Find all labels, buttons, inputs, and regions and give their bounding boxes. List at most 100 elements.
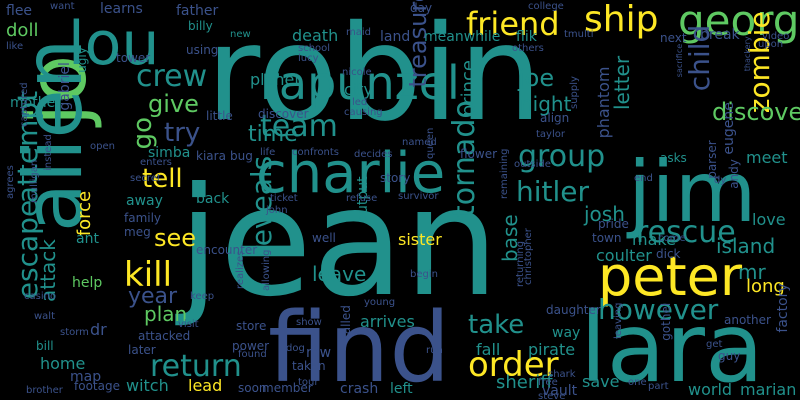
word-little: little: [206, 109, 233, 123]
word-led: led: [352, 97, 368, 108]
word-mother: mother: [10, 95, 61, 111]
word-world: world: [688, 380, 733, 399]
word-ticket: ticket: [270, 193, 298, 204]
word-flee: flee: [6, 3, 33, 19]
word-upon: upon: [758, 39, 784, 50]
word-power: power: [232, 339, 270, 353]
word-lucy: lucy: [298, 53, 319, 64]
word-bill: bill: [36, 339, 54, 353]
word-gabriel: gabriel: [57, 62, 73, 111]
word-pride: pride: [598, 217, 629, 231]
word-dr: dr: [90, 320, 107, 339]
word-mw: mw: [306, 345, 332, 361]
word-school: school: [298, 43, 331, 54]
word-find: find: [268, 292, 451, 400]
word-gothel: gothel: [659, 302, 673, 341]
word-casino: casino: [24, 291, 57, 302]
word-group: group: [518, 139, 606, 174]
word-thackery: thackery: [743, 36, 752, 72]
word-meg: meg: [124, 225, 151, 239]
word-young: young: [364, 297, 396, 308]
word-rapunzel: rapunzel: [260, 56, 460, 110]
word-confronts: confronts: [292, 147, 339, 158]
word-rescue: rescue: [636, 215, 736, 250]
word-christopher: christopher: [523, 228, 534, 285]
word-using: using: [186, 43, 219, 57]
word-friend: friend: [466, 5, 560, 43]
word-left: left: [390, 381, 413, 397]
word-crew: crew: [136, 59, 208, 94]
word-josh: josh: [584, 202, 625, 226]
word-flik: flik: [516, 29, 537, 45]
word-letter: letter: [610, 55, 634, 110]
word-causing: causing: [344, 107, 383, 118]
word-land: land: [380, 29, 411, 45]
word-peter: peter: [598, 245, 743, 308]
word-sister: sister: [398, 230, 442, 249]
word-hitler: hitler: [516, 175, 590, 208]
word-shark: shark: [548, 369, 576, 380]
word-next: next: [660, 31, 687, 45]
word-give: give: [148, 90, 199, 118]
word-supply: supply: [569, 76, 580, 109]
word-try: try: [164, 118, 201, 148]
word-store: store: [236, 319, 267, 333]
word-return: return: [150, 349, 242, 384]
word-asks: asks: [660, 151, 687, 165]
word-video: video: [762, 31, 790, 42]
word-help: help: [72, 275, 103, 291]
word-sacrifice: sacrifice: [675, 43, 684, 78]
word-planet: planet: [250, 70, 301, 89]
word-end: end: [634, 173, 653, 184]
word-day: day: [410, 1, 433, 15]
word-flower: flower: [460, 147, 498, 161]
word-bug: bug: [230, 149, 253, 163]
word-want: want: [50, 1, 75, 12]
word-joe: joe: [518, 64, 555, 92]
word-eugene: eugene: [721, 102, 737, 155]
word-tell: tell: [142, 164, 183, 194]
word-enters: enters: [140, 157, 172, 168]
word-mulligan: mulligan: [29, 159, 40, 203]
word-year: year: [128, 284, 178, 309]
word-john: john: [266, 205, 288, 216]
word-fall: fall: [476, 340, 501, 359]
word-begin: begin: [410, 269, 438, 280]
word-family: family: [124, 211, 162, 225]
word-attacked: attacked: [138, 329, 191, 343]
word-well: well: [312, 231, 336, 245]
word-free: free: [538, 377, 558, 388]
word-city: city: [344, 80, 373, 99]
word-footage: footage: [74, 379, 120, 393]
word-survivor: survivor: [398, 191, 439, 202]
word-college: college: [528, 1, 564, 12]
word-order: order: [468, 345, 559, 385]
word-discover: discover: [258, 107, 309, 121]
word-maid: maid: [346, 27, 371, 38]
word-island: island: [716, 234, 776, 258]
word-later: later: [128, 343, 156, 357]
word-doll: doll: [6, 20, 39, 41]
word-discovers: discovers: [712, 98, 800, 126]
word-break: break: [700, 27, 740, 43]
word-town: town: [592, 231, 622, 245]
word-night: night: [520, 92, 572, 116]
word-learns: learns: [100, 1, 143, 17]
word-daughter: daughter: [546, 303, 601, 317]
word-vault: vault: [542, 383, 578, 399]
word-show: show: [296, 317, 322, 328]
word-instead: instead: [43, 134, 54, 171]
word-save: save: [582, 372, 620, 391]
word-remaining: remaining: [499, 148, 510, 200]
word-dick: dick: [656, 247, 681, 261]
word-arrives: arrives: [360, 312, 415, 331]
word-new: new: [230, 29, 251, 40]
word-leave: leave: [312, 262, 367, 286]
word-captured: captured: [19, 82, 30, 127]
word-realizes: realizes: [235, 250, 246, 289]
word-come: come: [658, 233, 686, 244]
word-walt: walt: [34, 311, 56, 322]
word-outside: outside: [514, 159, 551, 170]
word-align: align: [540, 111, 570, 125]
word-however: however: [598, 293, 719, 326]
